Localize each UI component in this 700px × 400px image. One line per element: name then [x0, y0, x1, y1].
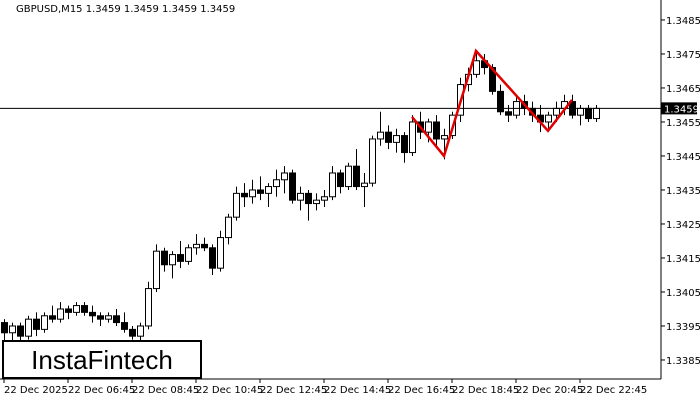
- candle-body: [313, 199, 320, 205]
- candle-body: [353, 165, 360, 188]
- candle-body: [217, 237, 224, 269]
- candle-body: [425, 121, 432, 133]
- candle-body: [113, 315, 120, 324]
- candle-body: [105, 315, 112, 320]
- candle-body: [49, 315, 56, 320]
- candle-body: [161, 250, 168, 266]
- candle-body: [249, 189, 256, 198]
- y-tick-label: 1.3485: [666, 16, 700, 27]
- y-tick-label: 1.3405: [666, 288, 700, 299]
- chart-title: GBPUSD,M15 1.3459 1.3459 1.3459 1.3459: [16, 4, 235, 15]
- candle-body: [129, 328, 136, 337]
- x-tick-label: 22 Dec 2025: [4, 385, 68, 396]
- x-tick-label: 22 Dec 14:45: [324, 385, 391, 396]
- candle-body: [25, 318, 32, 337]
- candle-body: [281, 172, 288, 181]
- candle-body: [73, 305, 80, 313]
- candle-body: [65, 308, 72, 313]
- candle-body: [545, 114, 552, 123]
- candle-body: [89, 311, 96, 317]
- current-price-box: [661, 102, 697, 115]
- candle-body: [17, 325, 24, 337]
- y-tick-label: 1.3395: [666, 322, 700, 333]
- y-tick-label: 1.3465: [666, 84, 700, 95]
- candle-body: [377, 131, 384, 140]
- candle-body: [297, 192, 304, 201]
- candle-body: [177, 254, 184, 262]
- candle-body: [169, 254, 176, 266]
- candle-body: [97, 315, 104, 320]
- candle-body: [201, 243, 208, 249]
- x-tick-label: 22 Dec 20:45: [516, 385, 583, 396]
- candle-body: [577, 107, 584, 116]
- candle-body: [585, 107, 592, 120]
- candle-body: [1, 322, 8, 334]
- x-tick-label: 22 Dec 08:45: [132, 385, 199, 396]
- candle-body: [329, 172, 336, 198]
- candle-body: [185, 247, 192, 262]
- y-tick-label: 1.3445: [666, 152, 700, 163]
- candle-body: [137, 325, 144, 337]
- candle-body: [257, 189, 264, 194]
- candle-body: [401, 135, 408, 154]
- x-tick-label: 22 Dec 18:45: [452, 385, 519, 396]
- candle-body: [409, 121, 416, 154]
- pattern-line: [411, 48, 573, 159]
- x-tick-label: 22 Dec 12:45: [260, 385, 327, 396]
- candle-body: [505, 111, 512, 116]
- candle-body: [497, 90, 504, 113]
- candle-body: [57, 308, 64, 320]
- candle-body: [121, 322, 128, 330]
- candle-body: [337, 172, 344, 188]
- logo-box: [2, 340, 202, 379]
- candle-body: [9, 325, 16, 334]
- candle-body: [233, 192, 240, 218]
- candle-body: [193, 243, 200, 249]
- candle-body: [33, 318, 40, 330]
- candle-body: [385, 131, 392, 143]
- y-tick-label: 1.3475: [666, 50, 700, 61]
- x-tick-label: 22 Dec 10:45: [196, 385, 263, 396]
- candle-body: [441, 135, 448, 140]
- candle-body: [153, 250, 160, 290]
- candle-body: [361, 182, 368, 188]
- candle-body: [393, 135, 400, 143]
- candle-body: [209, 247, 216, 269]
- x-tick-label: 22 Dec 06:45: [68, 385, 135, 396]
- y-tick-label: 1.3435: [666, 186, 700, 197]
- candle-body: [265, 186, 272, 194]
- candle-body: [145, 288, 152, 327]
- y-tick-label: 1.3415: [666, 254, 700, 265]
- current-price-label: 1.3459: [664, 104, 699, 115]
- candle-body: [41, 315, 48, 330]
- candle-body: [273, 179, 280, 188]
- candle-body: [553, 107, 560, 116]
- y-tick-label: 1.3385: [666, 356, 700, 367]
- candle-body: [345, 165, 352, 188]
- candle-body: [321, 196, 328, 201]
- candle-body: [305, 192, 312, 205]
- candle-body: [473, 60, 480, 75]
- candle-body: [81, 305, 88, 313]
- candle-body: [289, 172, 296, 201]
- candle-body: [593, 107, 600, 120]
- x-tick-label: 22 Dec 16:45: [388, 385, 455, 396]
- y-tick-label: 1.3455: [666, 118, 700, 129]
- y-tick-label: 1.3425: [666, 220, 700, 231]
- candle-body: [225, 216, 232, 239]
- x-tick-label: 22 Dec 22:45: [580, 385, 647, 396]
- candle-body: [241, 192, 248, 198]
- logo: InstaFintech: [31, 345, 173, 375]
- candle-body: [433, 121, 440, 140]
- candle-body: [369, 138, 376, 184]
